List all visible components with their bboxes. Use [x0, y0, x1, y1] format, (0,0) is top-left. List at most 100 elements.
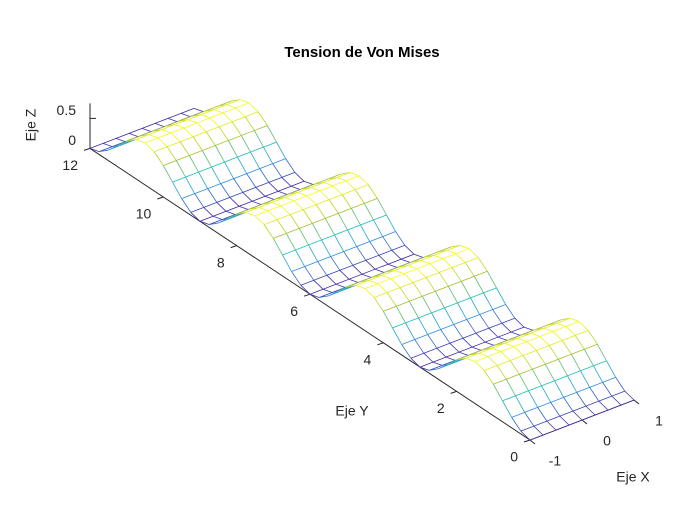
mesh-column: [346, 285, 356, 288]
mesh-column: [576, 392, 587, 407]
y-tick-label: 12: [62, 157, 78, 173]
mesh-column: [548, 345, 559, 360]
mesh-column: [440, 329, 451, 344]
mesh-column: [541, 385, 552, 403]
mesh-column: [442, 258, 453, 268]
mesh-column: [412, 282, 423, 297]
y-tick-label: 10: [136, 206, 152, 222]
mesh-column: [349, 172, 360, 177]
mesh-column: [321, 239, 332, 257]
mesh-column: [552, 331, 563, 341]
mesh-column: [227, 213, 237, 219]
mesh-column: [117, 140, 127, 146]
mesh-column: [502, 400, 513, 418]
mesh-column: [212, 215, 223, 220]
y-tick: [83, 147, 91, 151]
y-tick: [157, 196, 164, 200]
mesh-row: [291, 231, 396, 272]
mesh-column: [374, 268, 385, 273]
mesh-column: [492, 384, 503, 401]
mesh-column: [438, 272, 449, 287]
mesh-column: [167, 118, 178, 123]
mesh-column: [213, 109, 224, 114]
mesh-column: [444, 307, 455, 325]
mesh-column: [429, 368, 439, 371]
mesh-column: [209, 117, 220, 128]
y-tick: [303, 293, 311, 297]
mesh-column: [272, 238, 283, 256]
mesh-column: [233, 178, 244, 193]
mesh-column: [218, 218, 228, 224]
mesh-column: [488, 327, 499, 338]
mesh-column: [255, 187, 266, 197]
mesh-column: [254, 215, 265, 225]
mesh-column: [192, 136, 203, 151]
mesh-column: [108, 145, 118, 151]
mesh-column: [386, 214, 397, 232]
mesh-column: [596, 344, 607, 361]
mesh-column: [365, 260, 376, 270]
mesh-column: [181, 198, 192, 213]
mesh-column: [497, 336, 508, 341]
mesh-column: [557, 359, 568, 376]
mesh-column: [598, 400, 609, 411]
mesh-column: [319, 190, 330, 200]
mesh-column: [363, 203, 374, 221]
x-tick-label: 0: [603, 433, 611, 449]
mesh-column: [377, 283, 388, 293]
mesh-column: [293, 200, 304, 210]
mesh-column: [200, 114, 211, 119]
y-tick-label: 0: [510, 449, 518, 465]
mesh-column: [468, 248, 479, 258]
mesh-column: [284, 197, 295, 202]
mesh-column: [395, 231, 406, 246]
mesh-column: [421, 296, 432, 314]
mesh-column: [224, 161, 235, 179]
mesh-column: [263, 146, 274, 164]
mesh-column: [144, 142, 155, 153]
mesh-column: [585, 405, 596, 416]
mesh-column: [569, 317, 580, 322]
mesh-column: [246, 173, 257, 188]
mesh-column: [368, 280, 379, 285]
mesh-column: [477, 257, 488, 272]
mesh-column: [337, 286, 347, 292]
mesh-column: [291, 271, 302, 286]
mesh-column: [420, 260, 431, 265]
mesh-column: [196, 122, 207, 133]
mesh-column: [478, 352, 489, 357]
mesh-column: [227, 140, 238, 158]
mesh-column: [313, 280, 324, 290]
mesh-column: [218, 126, 229, 141]
mesh-column: [190, 212, 201, 222]
y-tick: [523, 439, 531, 443]
z-axis-label: Eje Z: [23, 108, 39, 141]
mesh-column: [505, 304, 516, 319]
mesh-column: [606, 360, 617, 378]
mesh-column: [567, 375, 578, 393]
mesh-column: [589, 387, 600, 402]
mesh-column: [574, 335, 585, 350]
mesh-column: [504, 342, 515, 347]
mesh-column: [358, 175, 369, 185]
mesh-column: [203, 207, 214, 217]
mesh-column: [410, 357, 421, 368]
mesh-column: [413, 253, 424, 258]
mesh-column: [364, 288, 375, 298]
mesh-column: [458, 351, 469, 356]
mesh-column: [174, 124, 185, 129]
mesh-column: [335, 283, 346, 288]
mesh-column: [148, 134, 159, 139]
mesh-column: [419, 366, 430, 371]
mesh-column: [354, 189, 365, 204]
mesh-column: [207, 188, 218, 203]
mesh-column: [271, 202, 282, 207]
mesh-column: [570, 354, 581, 371]
mesh-column: [257, 111, 268, 126]
mesh-column: [277, 190, 288, 195]
mesh-column: [198, 171, 209, 189]
mesh-column: [328, 291, 338, 297]
mesh-column: [324, 218, 335, 236]
mesh-column: [240, 135, 251, 153]
mesh-column: [347, 229, 358, 247]
